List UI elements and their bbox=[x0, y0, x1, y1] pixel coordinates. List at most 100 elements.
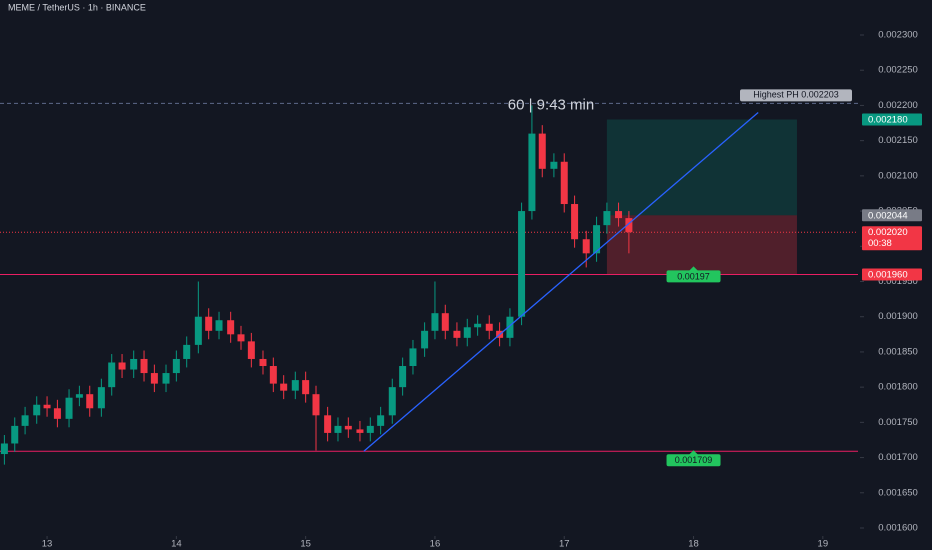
level-label: 0.001709 bbox=[675, 455, 713, 465]
candle-body bbox=[366, 425, 374, 433]
candle-body bbox=[334, 425, 342, 433]
x-tick-label: 19 bbox=[818, 539, 829, 550]
candle-body bbox=[560, 161, 568, 205]
level-label: 0.00197 bbox=[677, 271, 710, 281]
candle-body bbox=[75, 394, 83, 398]
chart-title: MEME / TetherUS · 1h · BINANCE bbox=[8, 2, 146, 12]
candle-body bbox=[344, 425, 352, 430]
candle-body bbox=[399, 366, 407, 388]
x-tick-label: 14 bbox=[171, 539, 182, 550]
candle-body bbox=[388, 387, 396, 416]
candle-body bbox=[528, 133, 536, 212]
candle-body bbox=[140, 358, 148, 374]
candle-body bbox=[237, 334, 245, 342]
candle-body bbox=[172, 358, 180, 374]
candle-body bbox=[150, 373, 158, 384]
candle-body bbox=[409, 348, 417, 367]
highest-box bbox=[740, 89, 852, 102]
axis-label-box bbox=[862, 268, 922, 281]
candle-body bbox=[247, 341, 255, 359]
candle-body bbox=[593, 225, 601, 254]
y-tick-label: 0.002150 bbox=[878, 135, 918, 146]
trendline bbox=[363, 111, 759, 452]
profit-zone bbox=[606, 119, 797, 216]
y-tick-label: 0.001900 bbox=[878, 311, 918, 322]
candle-body bbox=[506, 316, 514, 338]
candle-body bbox=[108, 362, 116, 388]
candle-body bbox=[11, 425, 19, 444]
x-tick-label: 13 bbox=[42, 539, 53, 550]
candle-body bbox=[550, 161, 558, 169]
label-pointer bbox=[688, 450, 699, 456]
candle-body bbox=[615, 211, 623, 219]
candle-body bbox=[65, 397, 73, 419]
candle-body bbox=[453, 330, 461, 338]
x-tick-label: 18 bbox=[688, 539, 699, 550]
candle-body bbox=[538, 133, 546, 169]
candle-body bbox=[162, 373, 170, 384]
candle-body bbox=[463, 327, 471, 338]
candle-body bbox=[485, 323, 493, 331]
level-label-box bbox=[666, 270, 721, 283]
y-tick-label: 0.002200 bbox=[878, 100, 918, 111]
candle-body bbox=[312, 394, 320, 416]
candle-body bbox=[377, 415, 385, 426]
candle-body bbox=[86, 394, 94, 409]
candle-body bbox=[33, 404, 41, 416]
axis-label: 0.002044 bbox=[868, 210, 908, 221]
y-tick-label: 0.002100 bbox=[878, 170, 918, 181]
countdown: 00:38 bbox=[868, 238, 892, 249]
y-tick-label: 0.001850 bbox=[878, 346, 918, 357]
candle-body bbox=[269, 366, 277, 384]
y-tick-label: 0.001700 bbox=[878, 452, 918, 463]
y-tick-label: 0.001600 bbox=[878, 523, 918, 534]
axis-label: 0.002020 bbox=[868, 227, 908, 238]
y-tick-label: 0.001800 bbox=[878, 382, 918, 393]
label-pointer bbox=[688, 266, 699, 272]
candle-body bbox=[215, 320, 223, 331]
timer: 60 | 9:43 min bbox=[508, 96, 594, 113]
candle-body bbox=[130, 358, 138, 370]
axis-label: 0.002180 bbox=[868, 115, 908, 126]
candle-body bbox=[582, 239, 590, 254]
candle-body bbox=[291, 380, 299, 391]
candle-body bbox=[441, 313, 449, 331]
candle-body bbox=[421, 330, 429, 349]
x-tick-label: 15 bbox=[300, 539, 311, 550]
candle-body bbox=[118, 362, 126, 370]
candle-body bbox=[21, 415, 29, 426]
y-tick-label: 0.001650 bbox=[878, 487, 918, 498]
loss-zone bbox=[606, 215, 797, 275]
x-tick-label: 16 bbox=[430, 539, 441, 550]
candle-body bbox=[43, 404, 51, 409]
candle-body bbox=[97, 387, 105, 409]
axis-label-box bbox=[862, 113, 922, 126]
axis-label-box bbox=[862, 226, 922, 251]
candle-body bbox=[183, 344, 191, 359]
candle-body bbox=[474, 323, 482, 328]
candle-body bbox=[571, 204, 579, 240]
candle-body bbox=[356, 429, 364, 433]
candle-body bbox=[431, 313, 439, 331]
y-tick-label: 0.001950 bbox=[878, 276, 918, 287]
highest-label: Highest PH 0.002203 bbox=[753, 90, 839, 100]
y-tick-label: 0.002300 bbox=[878, 30, 918, 41]
candle-body bbox=[205, 316, 213, 331]
candle-body bbox=[53, 408, 61, 419]
candle-body bbox=[194, 316, 202, 345]
candle-body bbox=[324, 415, 332, 433]
axis-label-box bbox=[862, 209, 922, 222]
axis-label: 0.001960 bbox=[868, 269, 908, 280]
level-label-box bbox=[666, 454, 721, 467]
candle-body bbox=[227, 320, 235, 335]
candle-body bbox=[259, 358, 267, 367]
candle-body bbox=[625, 218, 633, 233]
candle-body bbox=[0, 443, 8, 455]
candle-body bbox=[518, 211, 526, 317]
y-tick-label: 0.002250 bbox=[878, 65, 918, 76]
candle-body bbox=[603, 211, 611, 226]
y-tick-label: 0.001750 bbox=[878, 417, 918, 428]
